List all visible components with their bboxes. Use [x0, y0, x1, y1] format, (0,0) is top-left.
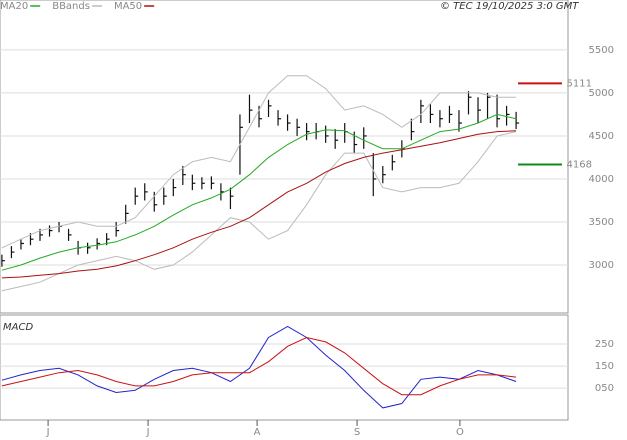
y-tick-label: 150 — [595, 361, 614, 372]
y-tick-label: 250 — [595, 339, 614, 350]
y-tick-label: 4500 — [589, 131, 614, 142]
x-tick-label: A — [254, 427, 261, 438]
indicator-line — [1, 113, 517, 271]
price-panel — [0, 0, 569, 314]
y-tick-label: 5000 — [589, 88, 614, 99]
macd-line — [1, 325, 517, 409]
x-tick-label: J — [146, 427, 150, 438]
y-tick-label: 3500 — [589, 217, 614, 228]
legend-label: MA50 — [114, 1, 142, 12]
x-tick-label: O — [456, 427, 464, 438]
legend-label: MA20 — [0, 1, 28, 12]
y-tick-label: 3000 — [589, 260, 614, 271]
y-tick-label: 050 — [595, 383, 614, 394]
y-tick-label: 5500 — [589, 45, 614, 56]
indicator-line — [1, 75, 517, 249]
macd-panel — [0, 314, 569, 421]
level-label: 4168 — [567, 160, 592, 171]
macd-line — [1, 336, 517, 396]
chart-title: © TEC 19/10/2025 3:0 GMT — [440, 1, 579, 12]
macd-title: MACD — [3, 322, 33, 333]
indicator-line — [1, 130, 517, 279]
indicator-line — [1, 131, 517, 292]
y-tick-label: 4000 — [589, 174, 614, 185]
level-label: 5111 — [567, 78, 592, 89]
legend-label: BBands — [52, 1, 90, 12]
x-tick-label: S — [354, 427, 360, 438]
x-tick-label: J — [46, 427, 50, 438]
